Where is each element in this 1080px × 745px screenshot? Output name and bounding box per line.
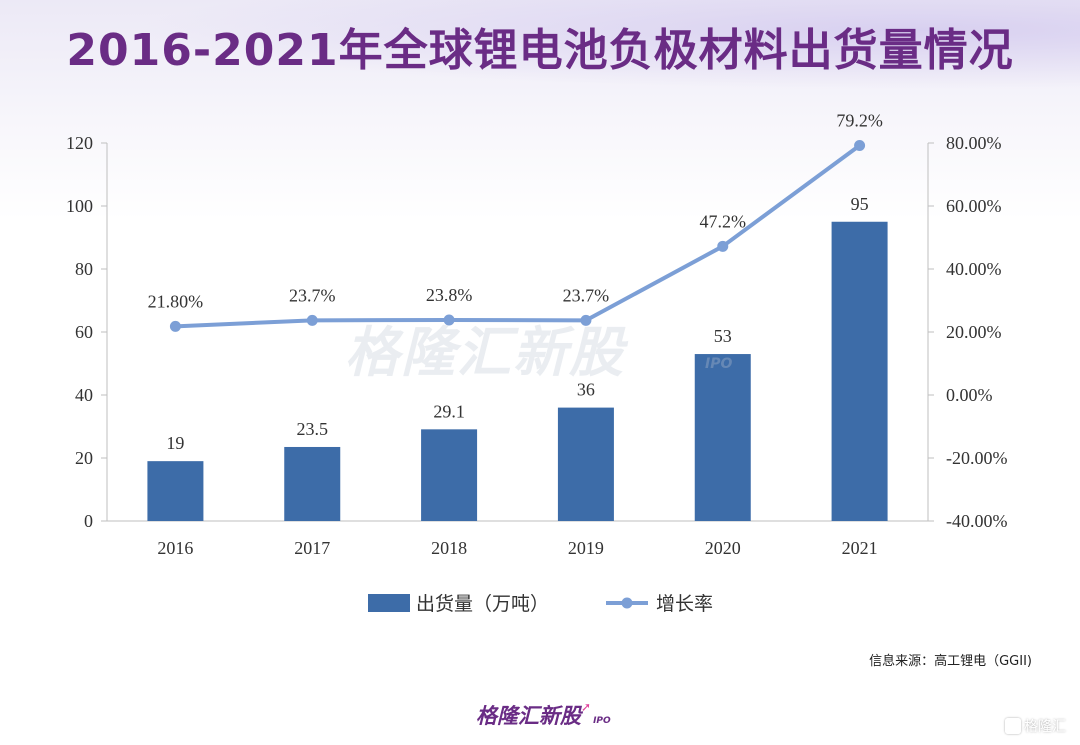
x-tick-label: 2020 bbox=[705, 538, 741, 558]
trend-arrow-icon: ➚ bbox=[581, 700, 592, 714]
footer-logo-ipo: IPO bbox=[593, 716, 611, 726]
y-right-tick-label: 60.00% bbox=[946, 196, 1002, 216]
y-left-tick-label: 0 bbox=[84, 511, 93, 531]
growth-rate-point bbox=[443, 314, 455, 326]
y-left-tick-label: 20 bbox=[75, 448, 93, 468]
bar bbox=[421, 429, 478, 521]
watermark-ipo: IPO bbox=[705, 356, 733, 372]
page-title: 2016-2021年全球锂电池负极材料出货量情况 bbox=[66, 25, 1014, 76]
growth-rate-label: 23.7% bbox=[289, 285, 336, 305]
growth-rate-label: 79.2% bbox=[836, 111, 883, 131]
growth-rate-point bbox=[306, 314, 318, 326]
legend-bar-label: 出货量（万吨） bbox=[416, 593, 549, 615]
x-tick-label: 2017 bbox=[294, 538, 330, 558]
y-left-tick-label: 60 bbox=[75, 322, 93, 342]
bar-value-label: 95 bbox=[851, 194, 869, 214]
bar-value-label: 29.1 bbox=[433, 401, 465, 421]
legend-line-label: 增长率 bbox=[656, 593, 713, 615]
bar-value-label: 23.5 bbox=[297, 419, 329, 439]
bar bbox=[694, 354, 751, 521]
source-note: 信息来源：高工锂电（GGII) bbox=[869, 654, 1032, 669]
bar-value-label: 36 bbox=[577, 380, 595, 400]
x-tick-label: 2019 bbox=[568, 538, 604, 558]
bar-value-label: 53 bbox=[714, 326, 732, 346]
y-left-tick-label: 40 bbox=[75, 385, 93, 405]
growth-rate-label: 23.7% bbox=[563, 285, 610, 305]
y-right-tick-label: -40.00% bbox=[946, 511, 1008, 531]
growth-rate-point bbox=[580, 314, 592, 326]
growth-rate-label: 21.80% bbox=[148, 291, 204, 311]
y-left-tick-label: 80 bbox=[75, 259, 93, 279]
bar bbox=[147, 461, 204, 521]
y-right-tick-label: 40.00% bbox=[946, 259, 1002, 279]
bar bbox=[557, 407, 614, 521]
bar bbox=[284, 446, 341, 521]
x-tick-label: 2018 bbox=[431, 538, 467, 558]
growth-rate-label: 47.2% bbox=[700, 211, 747, 231]
title-band bbox=[0, 0, 1080, 100]
corner-logo-icon bbox=[1005, 718, 1021, 734]
growth-rate-point bbox=[854, 140, 866, 152]
y-right-tick-label: 0.00% bbox=[946, 385, 993, 405]
legend-bar-swatch bbox=[368, 594, 410, 612]
chart: 0 20 40 60 80 100 120 -40.00% -20.00% 0.00% 20.00%… bbox=[66, 111, 1008, 615]
watermark: 格隆汇新股 bbox=[345, 321, 625, 384]
footer-logo-text: 格隆汇新股 bbox=[476, 704, 581, 728]
footer-logo: 格隆汇新股➚IPO bbox=[476, 700, 611, 730]
growth-rate-point bbox=[717, 240, 729, 252]
y-left-tick-label: 100 bbox=[66, 196, 93, 216]
corner-mark: 格隆汇 bbox=[1005, 716, 1066, 736]
x-tick-label: 2021 bbox=[842, 538, 878, 558]
y-right-tick-label: -20.00% bbox=[946, 448, 1008, 468]
corner-mark-text: 格隆汇 bbox=[1024, 719, 1066, 735]
growth-rate-line bbox=[175, 143, 861, 329]
legend-line-marker bbox=[621, 597, 633, 609]
growth-rate-point bbox=[169, 320, 181, 332]
growth-rate-label: 23.8% bbox=[426, 285, 473, 305]
y-right-tick-label: 20.00% bbox=[946, 322, 1002, 342]
y-right-tick-label: 80.00% bbox=[946, 133, 1002, 153]
bar-value-label: 19 bbox=[166, 433, 184, 453]
y-left-tick-label: 120 bbox=[66, 133, 93, 153]
x-tick-label: 2016 bbox=[157, 538, 193, 558]
bar bbox=[831, 221, 888, 521]
